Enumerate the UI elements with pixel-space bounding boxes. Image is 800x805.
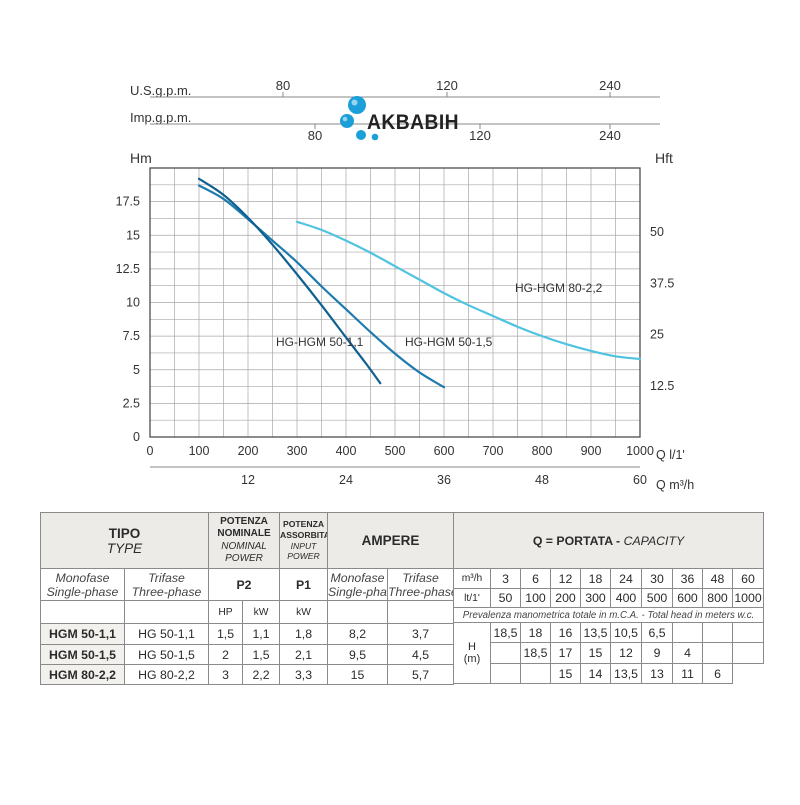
svg-text:400: 400 — [336, 444, 357, 458]
svg-text:50: 50 — [650, 225, 664, 239]
svg-text:U.S.g.p.m.: U.S.g.p.m. — [130, 83, 191, 98]
svg-text:25: 25 — [650, 328, 664, 342]
svg-text:HG-HGM 50-1,1: HG-HGM 50-1,1 — [276, 335, 364, 349]
svg-text:HG-HGM 50-1,5: HG-HGM 50-1,5 — [405, 335, 493, 349]
svg-text:Q l/1': Q l/1' — [656, 448, 685, 462]
svg-text:48: 48 — [535, 473, 549, 487]
svg-text:2.5: 2.5 — [123, 396, 140, 410]
svg-text:Imp.g.p.m.: Imp.g.p.m. — [130, 110, 191, 125]
svg-text:120: 120 — [469, 128, 491, 143]
svg-text:120: 120 — [436, 78, 458, 93]
svg-text:36: 36 — [437, 473, 451, 487]
svg-text:60: 60 — [633, 473, 647, 487]
svg-text:80: 80 — [308, 128, 322, 143]
svg-text:7.5: 7.5 — [123, 329, 140, 343]
svg-text:500: 500 — [385, 444, 406, 458]
svg-text:AKBABIH: AKBABIH — [367, 111, 459, 134]
svg-text:37.5: 37.5 — [650, 276, 674, 290]
svg-text:12.5: 12.5 — [650, 379, 674, 393]
svg-text:0: 0 — [133, 430, 140, 444]
svg-text:200: 200 — [238, 444, 259, 458]
svg-text:Hm: Hm — [130, 150, 152, 166]
svg-text:300: 300 — [287, 444, 308, 458]
svg-text:100: 100 — [189, 444, 210, 458]
svg-text:15: 15 — [126, 228, 140, 242]
svg-text:Q m³/h: Q m³/h — [656, 478, 694, 492]
svg-text:17.5: 17.5 — [116, 195, 140, 209]
svg-text:900: 900 — [581, 444, 602, 458]
svg-text:700: 700 — [483, 444, 504, 458]
svg-text:240: 240 — [599, 128, 621, 143]
svg-text:0: 0 — [147, 444, 154, 458]
svg-text:10: 10 — [126, 296, 140, 310]
svg-text:600: 600 — [434, 444, 455, 458]
svg-text:12.5: 12.5 — [116, 262, 140, 276]
svg-text:5: 5 — [133, 363, 140, 377]
svg-text:80: 80 — [276, 78, 290, 93]
svg-text:HG-HGM 80-2,2: HG-HGM 80-2,2 — [515, 281, 603, 295]
svg-text:1000: 1000 — [626, 444, 654, 458]
svg-text:800: 800 — [532, 444, 553, 458]
svg-text:24: 24 — [339, 473, 353, 487]
svg-text:Hft: Hft — [655, 150, 673, 166]
svg-text:12: 12 — [241, 473, 255, 487]
svg-text:240: 240 — [599, 78, 621, 93]
